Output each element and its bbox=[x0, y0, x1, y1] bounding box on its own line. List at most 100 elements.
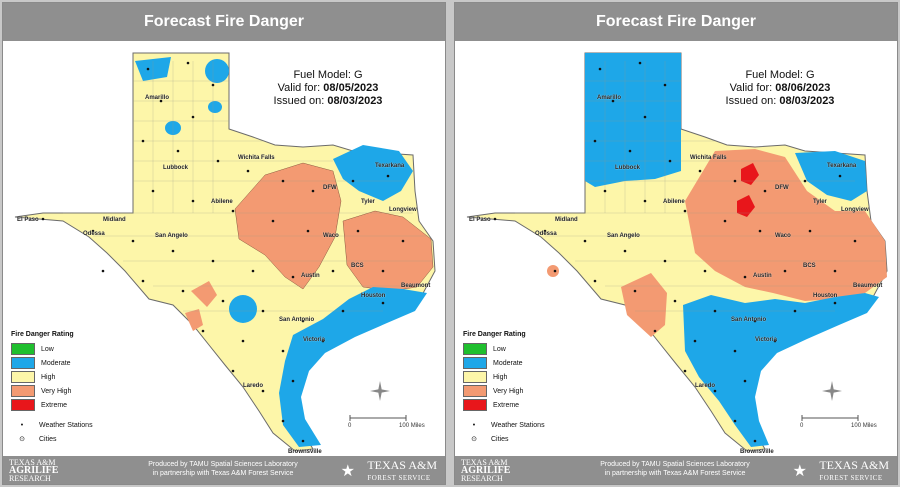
legend-label: Cities bbox=[39, 435, 57, 443]
agrilife-logo: TEXAS A&M AGRILIFE RESEARCH bbox=[9, 458, 59, 483]
city-label: Longview bbox=[841, 207, 869, 213]
valid-date: 08/05/2023 bbox=[323, 82, 379, 94]
scale-max: 100 Miles bbox=[399, 423, 425, 429]
city-label: Longview bbox=[389, 207, 417, 213]
scale-max: 100 Miles bbox=[851, 423, 877, 429]
city-label: Odessa bbox=[83, 231, 105, 237]
issued-label: Issued on: bbox=[273, 95, 325, 107]
very-high-zone-east bbox=[342, 210, 434, 292]
city-label: Beaumont bbox=[853, 283, 883, 289]
city-label: Midland bbox=[555, 217, 578, 223]
city-label: Victoria bbox=[303, 337, 325, 343]
city-label: Tyler bbox=[361, 199, 375, 205]
city-label: Austin bbox=[301, 273, 320, 279]
city-label: Brownsville bbox=[288, 449, 322, 455]
city-label: Lubbock bbox=[163, 165, 188, 171]
city-label: Amarillo bbox=[145, 95, 170, 101]
city-label: BCS bbox=[351, 263, 364, 269]
footer: TEXAS A&M AGRILIFE RESEARCH Produced by TA… bbox=[3, 456, 445, 484]
legend-swatch bbox=[463, 357, 487, 369]
legend-swatch bbox=[463, 385, 487, 397]
county-grid bbox=[515, 61, 885, 312]
city-label: Austin bbox=[753, 273, 772, 279]
legend-swatch bbox=[463, 343, 487, 355]
forecast-info: Fuel Model: G Valid for: 08/05/2023 Issu… bbox=[253, 69, 403, 108]
legend-label: Moderate bbox=[493, 359, 523, 367]
city-label: San Angelo bbox=[607, 233, 640, 239]
city-label: San Angelo bbox=[155, 233, 188, 239]
city-circle-icon: ⊙ bbox=[471, 436, 477, 443]
legend-swatch bbox=[11, 399, 35, 411]
city-label: El Paso bbox=[469, 217, 491, 223]
city-label: Beaumont bbox=[401, 283, 431, 289]
city-label: Brownsville bbox=[740, 449, 774, 455]
panel-title: Forecast Fire Danger bbox=[3, 3, 445, 41]
legend-swatch bbox=[11, 385, 35, 397]
valid-date: 08/06/2023 bbox=[775, 82, 831, 94]
legend-label: Extreme bbox=[41, 401, 68, 409]
city-label: Tyler bbox=[813, 199, 827, 205]
agrilife-logo: TEXAS A&M AGRILIFE RESEARCH bbox=[461, 458, 511, 483]
city-label: Houston bbox=[813, 293, 838, 299]
issued-date: 08/03/2023 bbox=[327, 95, 383, 107]
city-label: BCS bbox=[803, 263, 816, 269]
very-high-zone-west bbox=[547, 265, 559, 277]
legend-label: Low bbox=[41, 345, 54, 353]
valid-label: Valid for: bbox=[729, 82, 773, 94]
very-high-zone-north-central bbox=[234, 162, 342, 290]
valid-label: Valid for: bbox=[277, 82, 321, 94]
legend-label: High bbox=[41, 373, 56, 381]
station-dot-icon: • bbox=[472, 421, 476, 429]
city-label: Waco bbox=[323, 233, 339, 239]
legend-item-low: Low bbox=[11, 342, 93, 356]
map-panel-left: Forecast Fire Danger Fuel Model: G Valid… bbox=[2, 2, 446, 485]
texas-map bbox=[466, 52, 888, 452]
city-label: Texarkana bbox=[827, 163, 857, 169]
legend-item-high: High bbox=[463, 370, 545, 384]
issued-date: 08/03/2023 bbox=[779, 95, 835, 107]
city-label: Laredo bbox=[243, 383, 264, 389]
city-label: El Paso bbox=[17, 217, 39, 223]
scale-zero: 0 bbox=[800, 423, 804, 429]
compass-icon bbox=[822, 381, 842, 401]
texas-map bbox=[14, 52, 436, 452]
moderate-zone-panhandle-ne bbox=[205, 59, 229, 83]
city-label: Lubbock bbox=[615, 165, 640, 171]
legend-item-cities: ⊙ Cities bbox=[11, 432, 93, 446]
very-high-zone-southwest bbox=[185, 309, 203, 331]
city-label: Abilene bbox=[211, 199, 233, 205]
credit-text: Produced by TAMU Spatial Sciences Labora… bbox=[148, 461, 298, 477]
tamu-forest-logo: TEXAS A&M FOREST SERVICE bbox=[367, 458, 437, 482]
very-high-zone-south bbox=[191, 281, 217, 307]
star-icon: ★ bbox=[340, 463, 355, 480]
legend-swatch bbox=[463, 399, 487, 411]
legend-swatch bbox=[11, 343, 35, 355]
legend-item-extreme: Extreme bbox=[11, 398, 93, 412]
moderate-zone-northeast bbox=[795, 151, 867, 201]
panel-title: Forecast Fire Danger bbox=[455, 3, 897, 41]
compass-icon bbox=[370, 381, 390, 401]
legend-title: Fire Danger Rating bbox=[11, 331, 74, 338]
city-label: Wichita Falls bbox=[238, 155, 275, 161]
fire-danger-legend: Fire Danger Rating Low Moderate High Ver… bbox=[11, 331, 93, 446]
legend-label: Extreme bbox=[493, 401, 520, 409]
tamu-forest-logo: TEXAS A&M FOREST SERVICE bbox=[819, 458, 889, 482]
credit-text: Produced by TAMU Spatial Sciences Labora… bbox=[600, 461, 750, 477]
legend-label: Moderate bbox=[41, 359, 71, 367]
legend-item-low: Low bbox=[463, 342, 545, 356]
city-label: Texarkana bbox=[375, 163, 405, 169]
moderate-zone-coast bbox=[683, 293, 879, 447]
scale-bar-graphic bbox=[349, 415, 407, 421]
map-panel-right: Forecast Fire Danger Fuel Model: G Valid… bbox=[454, 2, 898, 485]
scale-bar: 0 100 Miles bbox=[348, 415, 425, 429]
legend-item-stations: • Weather Stations bbox=[463, 418, 545, 432]
city-label: Amarillo bbox=[597, 95, 622, 101]
legend-swatch bbox=[463, 371, 487, 383]
legend-item-moderate: Moderate bbox=[11, 356, 93, 370]
legend-item-stations: • Weather Stations bbox=[11, 418, 93, 432]
legend-item-very-high: Very High bbox=[11, 384, 93, 398]
city-label: Midland bbox=[103, 217, 126, 223]
legend-label: High bbox=[493, 373, 508, 381]
very-high-zone-central bbox=[685, 149, 887, 301]
county-grid bbox=[63, 61, 433, 312]
